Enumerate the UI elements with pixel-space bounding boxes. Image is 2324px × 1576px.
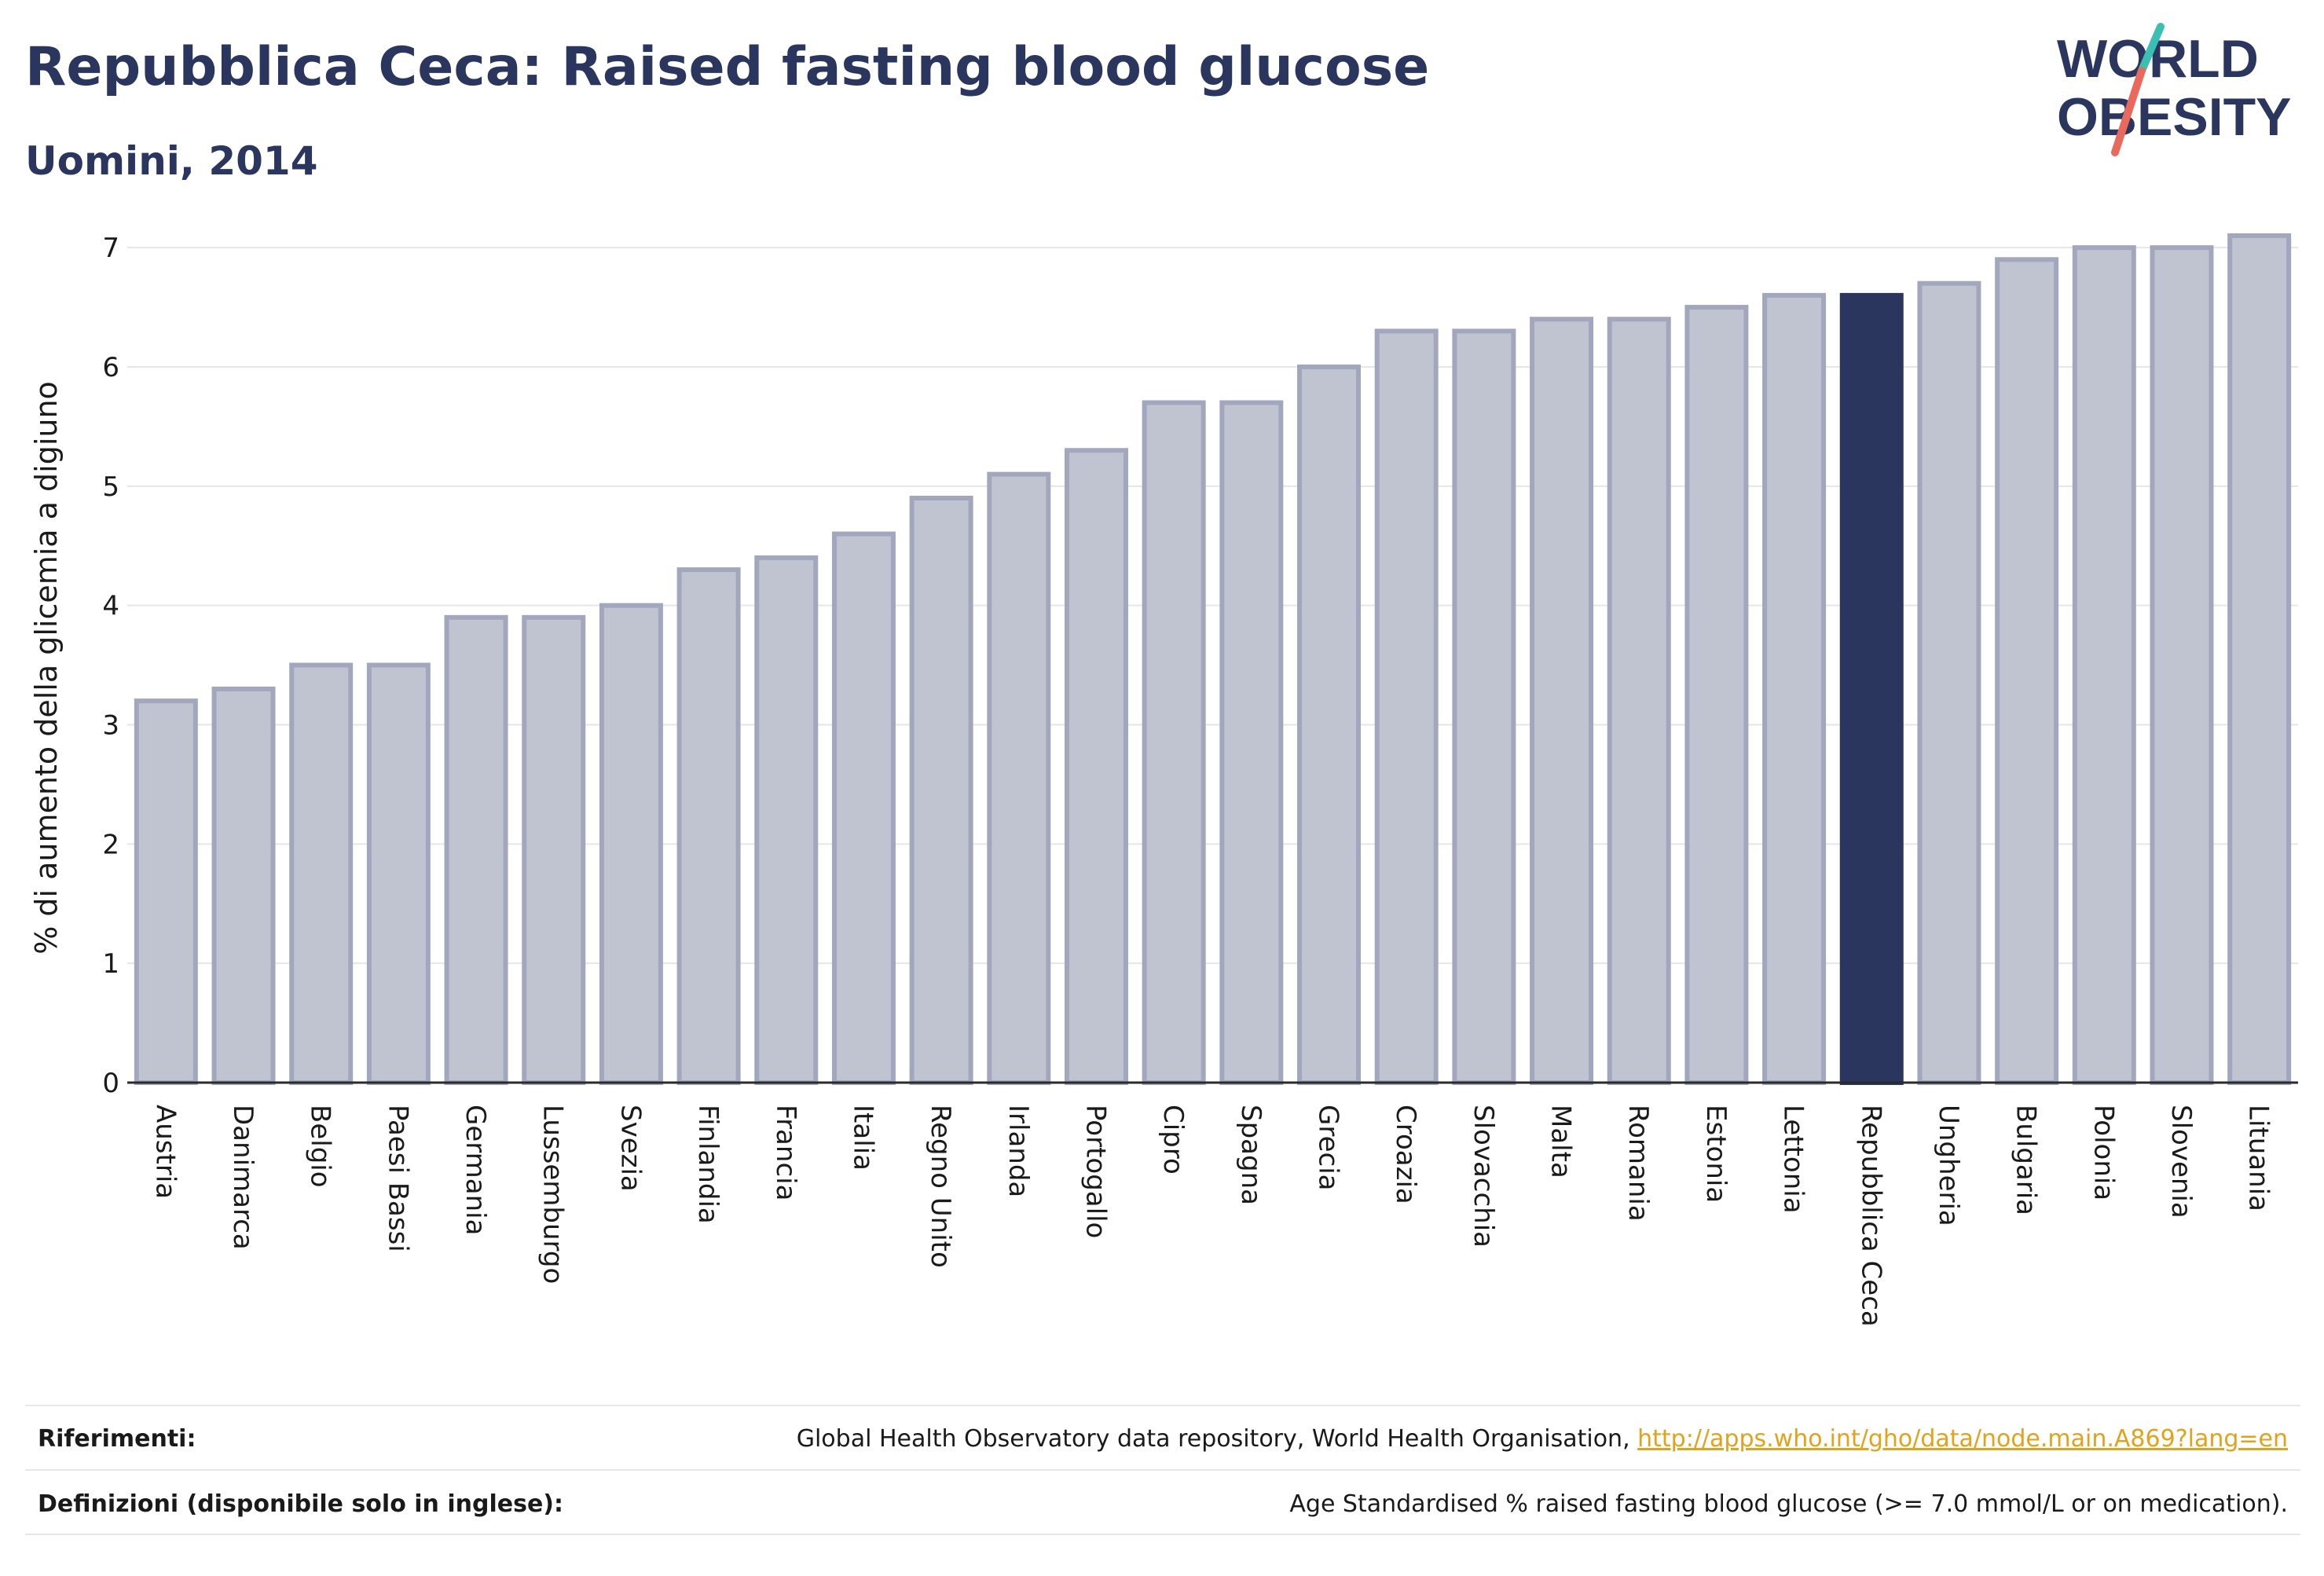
logo-slash-bottom [2111, 67, 2146, 156]
references-value: Global Health Observatory data repositor… [797, 1425, 2288, 1453]
references-link[interactable]: http://apps.who.int/gho/data/node.main.A… [1637, 1425, 2288, 1453]
bar [1995, 257, 2059, 1085]
bar [1064, 448, 1128, 1085]
y-axis-label: % di aumento della glicemia a digiuno [29, 381, 64, 955]
x-tick-label: Portogallo [1080, 1105, 1111, 1238]
x-tick-label: Romania [1622, 1105, 1654, 1222]
y-tick-label: 2 [102, 829, 119, 860]
references-text: Global Health Observatory data repositor… [796, 1425, 1638, 1453]
x-tick-label: Grecia [1313, 1105, 1344, 1190]
x-tick-label: Germania [460, 1105, 491, 1235]
x-tick-label: Regno Unito [925, 1105, 956, 1268]
bar [289, 662, 354, 1085]
page-title: Repubblica Ceca: Raised fasting blood gl… [25, 36, 1430, 98]
bar [754, 555, 819, 1085]
logo-slash-top [2138, 23, 2165, 75]
bar [1607, 317, 1671, 1086]
logo-line2: OBESITY [2057, 87, 2292, 147]
x-tick-label: Lettonia [1778, 1105, 1809, 1214]
y-tick-label: 1 [102, 948, 119, 980]
x-tick-label: Bulgaria [2011, 1105, 2042, 1215]
x-tick-label: Estonia [1700, 1105, 1732, 1203]
y-tick-label: 7 [102, 233, 119, 264]
x-tick-label: Slovenia [2165, 1105, 2197, 1219]
x-tick-label: Danimarca [227, 1105, 258, 1250]
bar [444, 614, 508, 1085]
bar [366, 662, 431, 1085]
bar [1297, 364, 1362, 1085]
references-label: Riferimenti: [38, 1425, 196, 1453]
x-tick-label: Slovacchia [1468, 1105, 1499, 1248]
y-tick-label: 6 [102, 352, 119, 383]
bar-highlight [1839, 292, 1904, 1085]
bar [1219, 400, 1284, 1085]
x-tick-label: Spagna [1235, 1105, 1266, 1205]
bar [1142, 400, 1206, 1085]
x-tick-label: Lituania [2243, 1105, 2275, 1211]
x-tick-label: Ungheria [1933, 1105, 1964, 1226]
bar [1452, 328, 1516, 1085]
definitions-label: Definizioni (disponibile solo in inglese… [38, 1490, 563, 1518]
x-tick-label: Irlanda [1003, 1105, 1034, 1197]
bar-chart: 0 1 2 3 4 5 6 7 % di aumento della glicemia a di… [29, 233, 2298, 1327]
y-tick-label: 4 [102, 591, 119, 622]
bar [2072, 245, 2136, 1086]
bar [211, 686, 276, 1085]
bar [1762, 292, 1827, 1085]
bar [134, 698, 198, 1085]
x-tick-label: Croazia [1390, 1105, 1421, 1204]
x-tick-label: Italia [847, 1105, 878, 1171]
footer-divider-top [25, 1405, 2300, 1406]
footer-divider-bottom [25, 1534, 2300, 1535]
x-tick-label: Austria [149, 1105, 181, 1199]
bar [2227, 233, 2292, 1085]
x-tick-label: Francia [770, 1105, 801, 1200]
bar [831, 531, 896, 1085]
x-tick-label: Paesi Bassi [382, 1105, 413, 1252]
x-tick-label: Lussemburgo [537, 1105, 569, 1284]
footer-divider-middle [25, 1469, 2300, 1471]
bar [676, 567, 741, 1085]
bar [522, 614, 586, 1085]
y-tick-label: 5 [102, 471, 119, 503]
x-tick-label: Svezia [614, 1105, 646, 1192]
bar [1530, 317, 1594, 1086]
x-tick-label: Finlandia [692, 1105, 724, 1224]
x-tick-label: Cipro [1157, 1105, 1189, 1175]
bar [1374, 328, 1439, 1085]
bar [599, 603, 663, 1085]
bar [1917, 280, 1981, 1086]
y-tick-label: 3 [102, 709, 119, 741]
page-subtitle: Uomini, 2014 [25, 138, 318, 184]
bar [2150, 245, 2214, 1086]
definitions-value: Age Standardised % raised fasting blood … [1289, 1490, 2288, 1518]
x-tick-label: Malta [1545, 1105, 1577, 1178]
bar [1684, 305, 1749, 1085]
y-tick-label: 0 [102, 1068, 119, 1099]
x-tick-label: Polonia [2088, 1105, 2119, 1200]
x-tick-label: Repubblica Ceca [1855, 1105, 1886, 1327]
bar [987, 471, 1051, 1085]
x-tick-label: Belgio [305, 1105, 336, 1188]
world-obesity-logo: WORLD OBESITY [2057, 23, 2292, 156]
bar [909, 496, 973, 1085]
